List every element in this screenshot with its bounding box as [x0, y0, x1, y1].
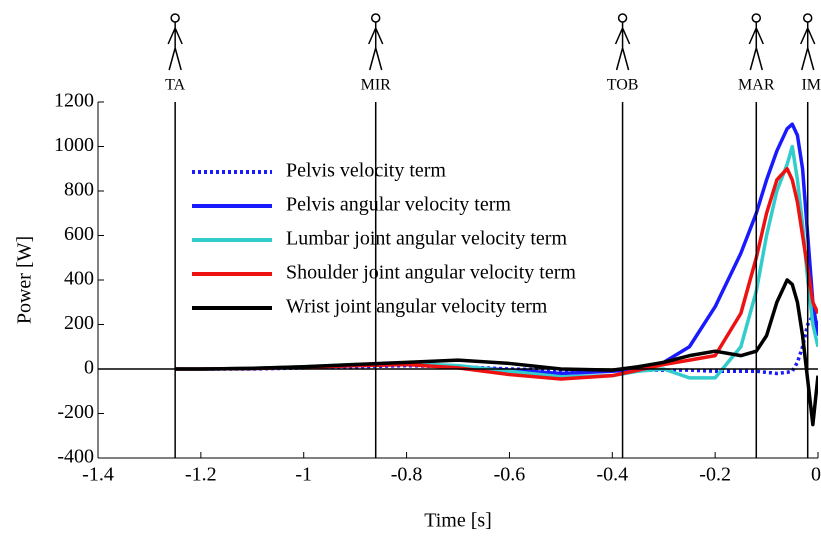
figure-body [368, 22, 384, 71]
x-tick-label: 0 [811, 464, 821, 486]
stick-figure [614, 13, 631, 71]
y-tick-label: 1200 [54, 90, 94, 112]
figure-body [800, 22, 816, 71]
stick-figure [167, 13, 183, 71]
legend-label: Shoulder joint angular velocity term [286, 262, 576, 284]
x-tick-label: -0.2 [699, 464, 731, 486]
y-tick-label: 400 [64, 268, 94, 290]
figure-head [802, 13, 813, 23]
stick-figure [800, 13, 816, 71]
y-tick-label: 0 [84, 357, 94, 379]
event-label: TOB [607, 77, 639, 94]
figure-body [614, 22, 631, 71]
stick-figure [368, 13, 384, 71]
event-label: TA [165, 77, 185, 94]
plot-area [175, 122, 818, 427]
x-tick-label: -1 [295, 464, 312, 486]
x-tick-label: -0.6 [494, 464, 526, 486]
x-tick-label: -0.8 [391, 464, 423, 486]
x-tick-label: -1.2 [185, 464, 217, 486]
figure-head [617, 13, 628, 23]
legend-label: Pelvis angular velocity term [286, 194, 511, 216]
series-line [175, 278, 818, 427]
x-tick-label: -0.4 [596, 464, 628, 486]
figure-body [748, 22, 764, 71]
figure-head [170, 13, 180, 23]
stick-figure [748, 13, 764, 71]
event-label: MAR [738, 77, 775, 94]
x-axis-label: Time [s] [424, 510, 492, 532]
y-tick-label: -200 [57, 401, 94, 423]
event-label: IM [801, 77, 821, 94]
figure-head [370, 13, 381, 23]
event-label: MIR [361, 77, 392, 94]
x-tick-label: -1.4 [82, 464, 114, 486]
legend-label: Pelvis velocity term [286, 160, 446, 182]
y-tick-label: 600 [64, 223, 94, 245]
figure-head [751, 13, 762, 23]
legend-label: Lumbar joint angular velocity term [286, 228, 567, 250]
y-tick-label: -400 [57, 446, 94, 468]
y-tick-label: 1000 [54, 134, 94, 156]
legend-label: Wrist joint angular velocity term [286, 296, 548, 318]
y-axis-label: Power [W] [14, 236, 36, 324]
y-tick-label: 800 [64, 179, 94, 201]
y-tick-label: 200 [64, 312, 94, 334]
figure-body [167, 22, 183, 71]
